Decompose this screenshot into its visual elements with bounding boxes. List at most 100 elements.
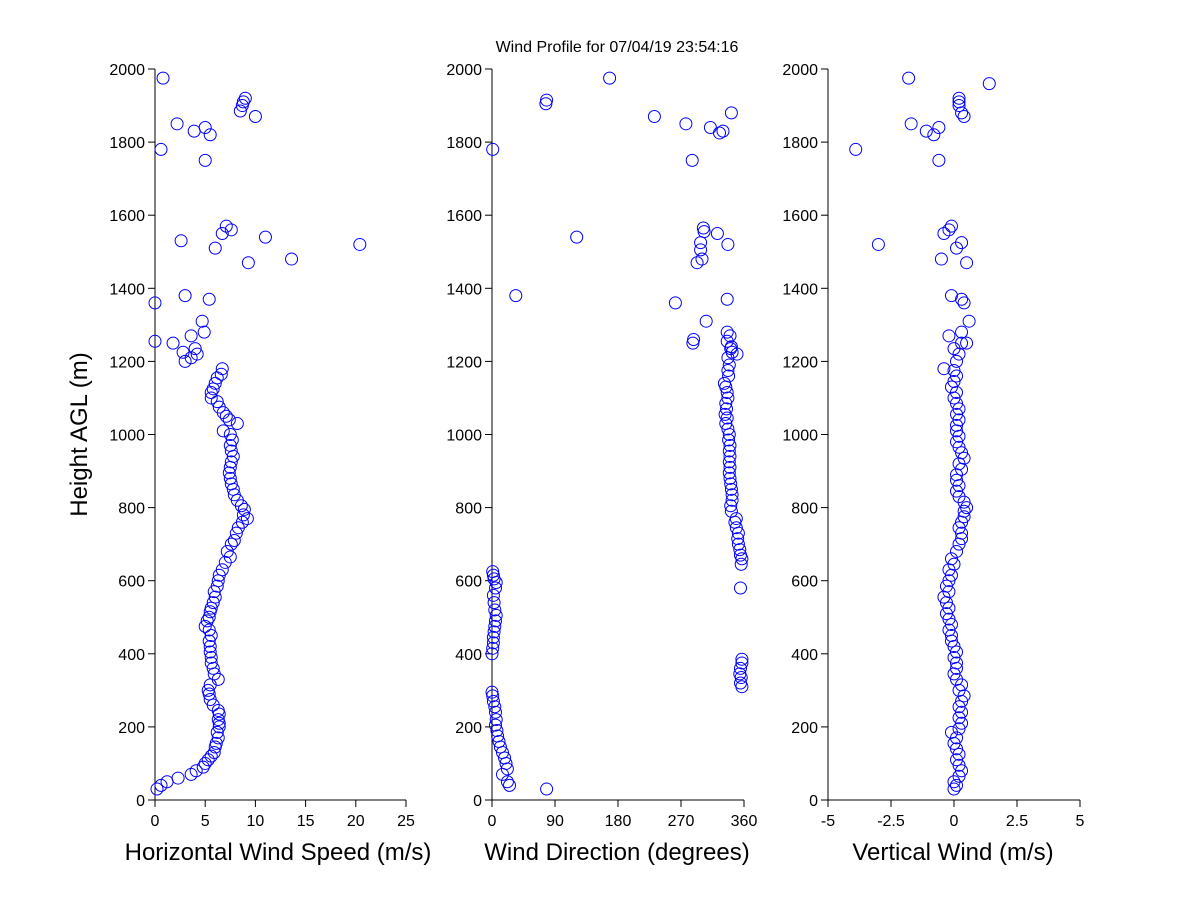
x-tick-label: 5 [1076, 813, 1085, 830]
data-point [204, 650, 218, 664]
data-point [198, 120, 212, 134]
y-tick-label: 2000 [109, 62, 145, 79]
y-tick-label: 1800 [446, 135, 482, 152]
data-point [225, 433, 239, 447]
x-tick-label: 180 [605, 813, 632, 830]
data-point [960, 256, 974, 270]
data-point [227, 533, 241, 547]
data-point [685, 153, 699, 167]
data-point [694, 243, 708, 257]
data-point [202, 292, 216, 306]
data-point [729, 521, 743, 535]
data-point [236, 508, 250, 522]
data-point [540, 93, 554, 107]
x-tick-label: 360 [731, 813, 758, 830]
data-point [721, 364, 735, 378]
data-point [150, 782, 164, 796]
data-point [200, 614, 214, 628]
data-point [721, 237, 735, 251]
y-tick-label: 400 [118, 647, 145, 664]
y-tick-label: 400 [791, 647, 818, 664]
data-point [202, 634, 216, 648]
data-point [238, 91, 252, 105]
data-point [224, 537, 238, 551]
data-point [486, 641, 500, 655]
y-tick-label: 0 [136, 793, 145, 810]
data-point [488, 603, 502, 617]
data-point [950, 778, 964, 792]
data-point [725, 488, 739, 502]
data-point [982, 77, 996, 91]
x-axis-label: Horizontal Wind Speed (m/s) [125, 839, 432, 866]
data-point [208, 376, 222, 390]
data-point [488, 619, 502, 633]
data-point [723, 460, 737, 474]
data-point [223, 471, 237, 485]
data-points [849, 71, 996, 796]
data-point [154, 142, 168, 156]
y-tick-label: 1400 [109, 281, 145, 298]
data-point [944, 552, 958, 566]
data-point [156, 71, 170, 85]
data-point [148, 296, 162, 310]
data-point [503, 778, 516, 792]
data-point [721, 391, 735, 405]
y-tick-label: 1800 [782, 135, 818, 152]
data-point [871, 237, 885, 251]
data-point [203, 645, 217, 659]
y-tick-label: 1200 [446, 354, 482, 371]
data-point [720, 292, 734, 306]
y-axis-label: Height AGL (m) [66, 352, 93, 517]
data-point [500, 775, 514, 789]
data-point [735, 652, 749, 666]
data-point [724, 106, 738, 120]
data-point [210, 725, 224, 739]
data-point [723, 438, 737, 452]
data-point [203, 692, 217, 706]
data-point [957, 296, 971, 310]
y-tick-label: 800 [118, 501, 145, 518]
data-point [950, 473, 964, 487]
data-point [222, 466, 236, 480]
data-point [202, 623, 216, 637]
data-point [204, 391, 218, 405]
data-points [148, 71, 367, 796]
data-point [190, 347, 204, 361]
x-tick-label: 25 [397, 813, 415, 830]
data-point [687, 332, 701, 346]
x-tick-label: -5 [821, 813, 835, 830]
data-point [196, 760, 210, 774]
data-point [720, 385, 734, 399]
y-tick-label: 200 [118, 720, 145, 737]
data-point [952, 99, 966, 113]
data-point [733, 667, 747, 681]
data-point [723, 329, 737, 343]
y-tick-label: 600 [791, 574, 818, 591]
y-tick-label: 0 [809, 793, 818, 810]
data-point [950, 544, 964, 558]
data-point [489, 581, 502, 595]
data-point [710, 226, 724, 240]
data-point [204, 629, 218, 643]
data-point [211, 731, 225, 745]
data-point [720, 402, 733, 416]
data-point [932, 153, 946, 167]
data-point [219, 219, 233, 233]
x-tick-label: 20 [347, 813, 365, 830]
data-point [208, 590, 222, 604]
data-point [718, 407, 732, 421]
data-point [695, 252, 709, 266]
data-point [487, 625, 501, 639]
data-point [486, 630, 500, 644]
data-point [699, 314, 713, 328]
data-point [729, 512, 743, 526]
data-point [904, 117, 918, 131]
data-point [668, 296, 682, 310]
x-tick-label: 2.5 [1006, 813, 1028, 830]
data-point [733, 543, 747, 557]
data-point [489, 705, 502, 719]
data-point [489, 718, 502, 732]
